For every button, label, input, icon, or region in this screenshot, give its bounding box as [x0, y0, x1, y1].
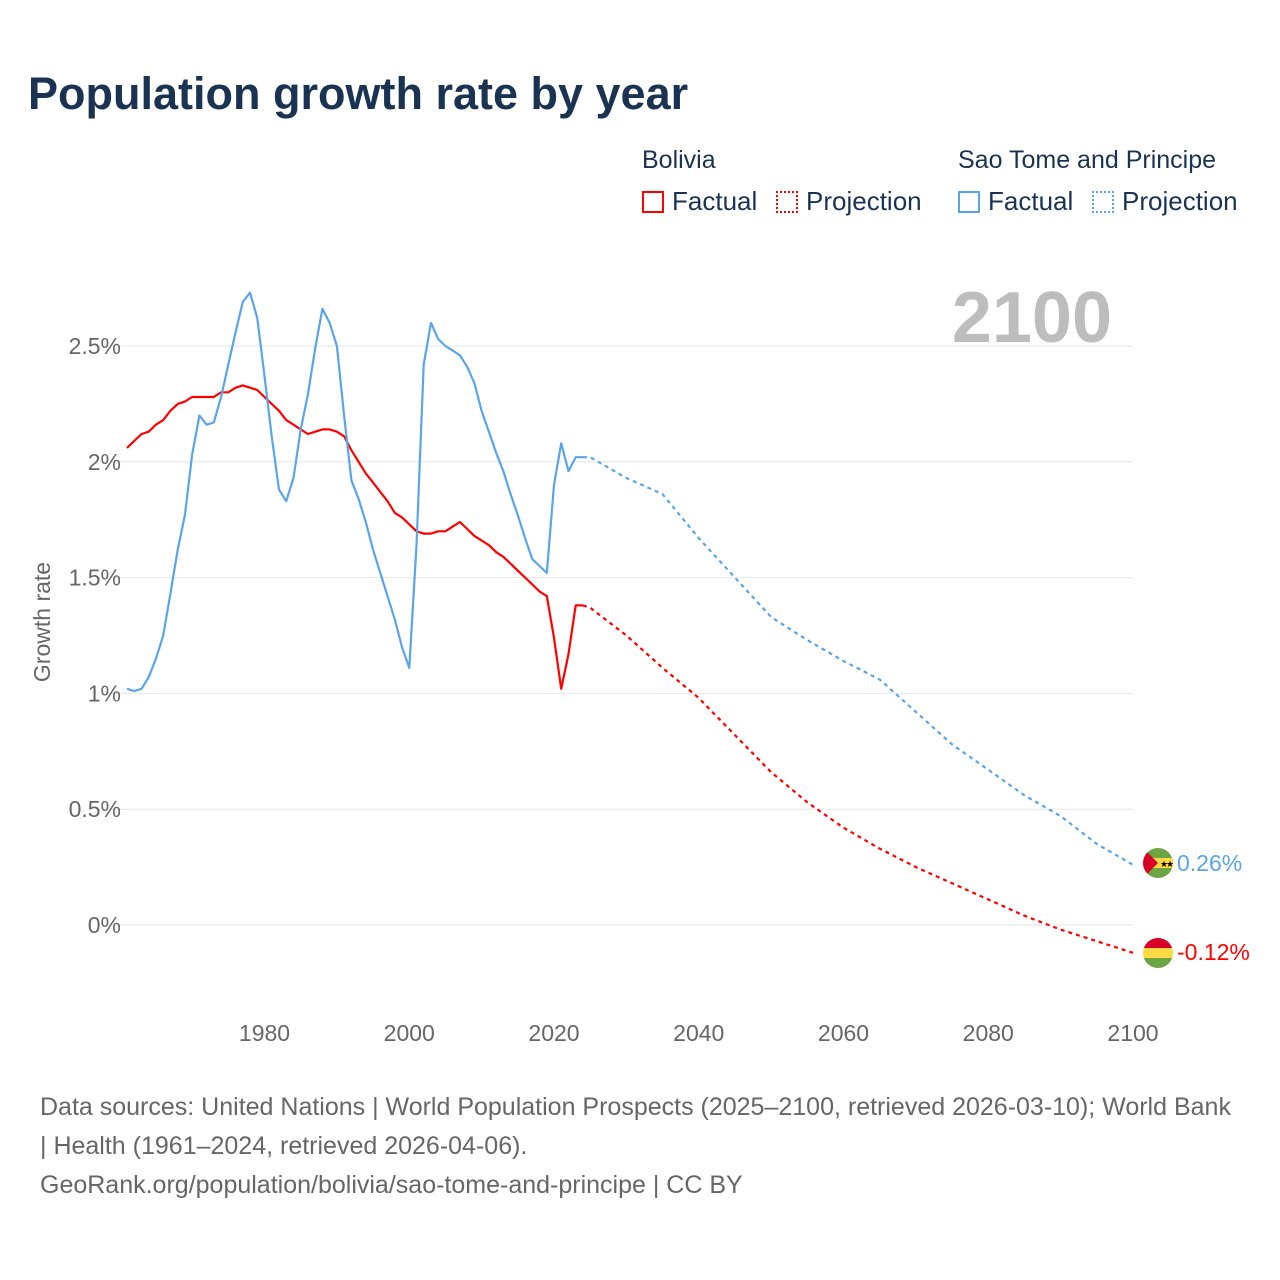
end-label-stp: 0.26%: [1177, 850, 1242, 876]
series-line-sao-tome-and-principe-factual: [126, 291, 583, 693]
end-label-bolivia: -0.12%: [1177, 939, 1250, 965]
x-tick-label: 2100: [1107, 1020, 1158, 1046]
chart-title: Population growth rate by year: [28, 68, 689, 119]
legend-swatch-solid-blue: [958, 190, 980, 213]
x-tick-label: 2060: [818, 1020, 869, 1046]
legend-label: Projection: [806, 186, 922, 216]
legend-label: Factual: [672, 186, 758, 216]
series-line-bolivia-factual: [126, 384, 583, 690]
x-tick-label: 2040: [673, 1020, 724, 1046]
legend-swatch-solid-red: [642, 190, 664, 213]
y-tick-label: 0%: [88, 912, 121, 938]
x-tick-label: 2020: [528, 1020, 579, 1046]
svg-text:★: ★: [1160, 859, 1168, 869]
data-sources: Data sources: United Nations | World Pop…: [40, 1093, 1231, 1160]
y-tick-label: 1%: [88, 680, 121, 706]
legend-label: Factual: [988, 186, 1074, 216]
legend-bolivia-projection[interactable]: Projection: [776, 186, 922, 217]
legend-swatch-dotted-blue: [1092, 190, 1114, 213]
footer: Data sources: United Nations | World Pop…: [40, 1088, 1240, 1205]
y-tick-label: 0.5%: [69, 796, 121, 822]
y-tick-label: 2%: [88, 449, 121, 475]
flag-sao-tome-and-principe-icon: ★★: [1143, 848, 1174, 878]
legend-group-stp: Sao Tome and Principe: [958, 146, 1217, 174]
year-watermark: 2100: [952, 278, 1112, 358]
series-line-bolivia-projection: [582, 604, 1134, 954]
x-tick-label: 2080: [963, 1020, 1014, 1046]
legend-stp-projection[interactable]: Projection: [1092, 186, 1238, 217]
source-link[interactable]: GeoRank.org/population/bolivia/sao-tome-…: [40, 1171, 743, 1199]
legend-swatch-dotted-red: [776, 190, 798, 213]
legend-group-bolivia: Bolivia: [642, 146, 716, 174]
svg-text:★: ★: [1166, 859, 1174, 869]
legend-bolivia-factual[interactable]: Factual: [642, 186, 757, 217]
y-tick-label: 1.5%: [69, 565, 121, 591]
x-tick-label: 2000: [384, 1020, 435, 1046]
y-axis-label: Growth rate: [29, 562, 55, 682]
series-line-sao-tome-and-principe-projection: [583, 456, 1134, 866]
flag-bolivia-icon: [1143, 938, 1173, 968]
legend-stp-factual[interactable]: Factual: [958, 186, 1073, 217]
x-tick-label: 1980: [239, 1020, 290, 1046]
legend-label: Projection: [1122, 186, 1238, 216]
y-tick-label: 2.5%: [69, 333, 121, 359]
